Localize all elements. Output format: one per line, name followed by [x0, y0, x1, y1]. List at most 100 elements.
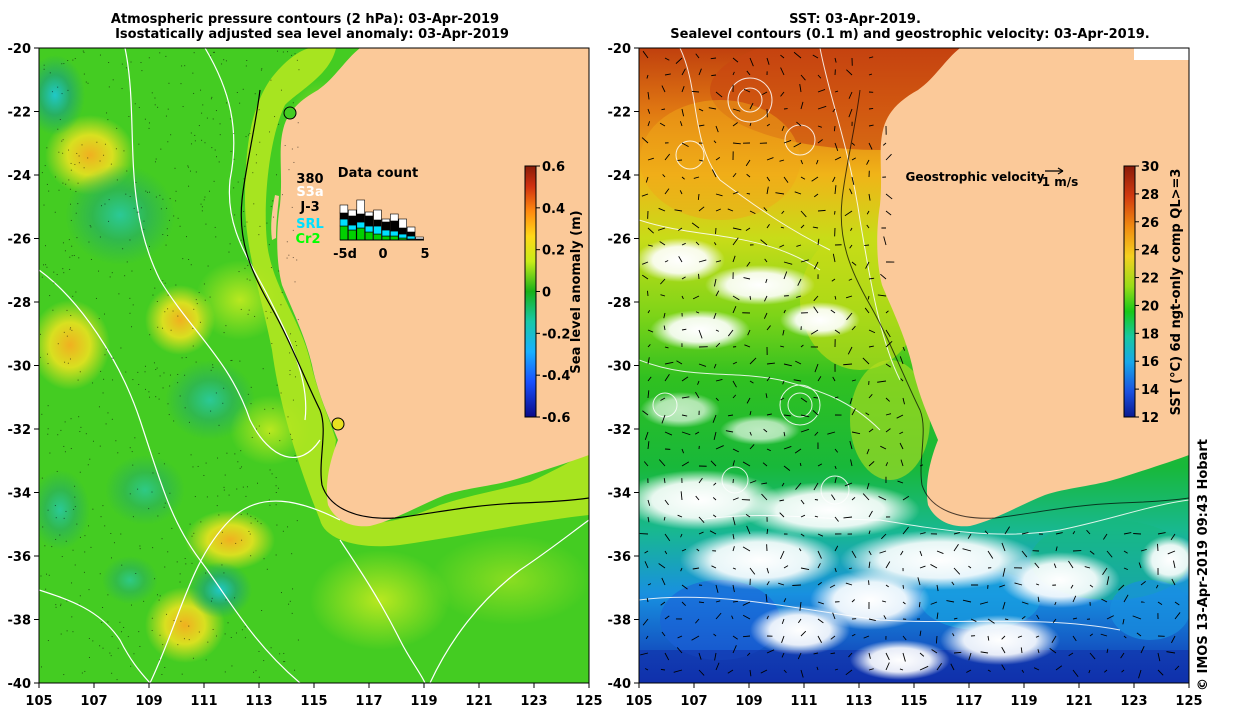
- velocity-scale-label: 1 m/s: [1042, 175, 1079, 189]
- count-bar-segment: [373, 233, 382, 241]
- x-tick-label: 109: [135, 694, 162, 709]
- count-bar-segment: [406, 226, 416, 233]
- colorbar-tick-label: -0.4: [542, 369, 570, 384]
- legend-j3: J-3: [299, 200, 319, 215]
- y-tick-label: -22: [8, 106, 32, 121]
- count-bar-segment: [364, 231, 374, 241]
- y-tick-label: -38: [8, 614, 32, 629]
- count-bar-segment: [339, 225, 349, 241]
- sla-colorbar: 0.6 0.4 0.2 0 -0.2 -0.4 -0.6 Sea level anomaly…: [524, 160, 584, 426]
- colorbar-tick-label: 0: [542, 286, 551, 301]
- data-count-total: 380: [296, 172, 323, 187]
- count-bar-segment: [381, 221, 391, 231]
- count-bar-segment: [339, 218, 349, 227]
- x-tick-label: 125: [1175, 694, 1202, 709]
- sst-map: [639, 48, 1189, 683]
- count-bar-segment: [381, 218, 391, 223]
- tide-gauge-marker[interactable]: [331, 417, 345, 431]
- x-tick-label: 115: [900, 694, 927, 709]
- y-tick-label: -36: [8, 550, 32, 565]
- x-tick-label: 109: [735, 694, 762, 709]
- colorbar-tick-label: 16: [1141, 355, 1159, 370]
- colorbar-tick-label: 24: [1141, 244, 1159, 259]
- y-tick-label: -32: [608, 423, 632, 438]
- count-bar-segment: [356, 227, 365, 241]
- colorbar-tick-label: 12: [1141, 411, 1159, 426]
- count-bar-segment: [339, 204, 349, 214]
- y-tick-label: -24: [8, 169, 32, 184]
- sst-colorbar: 30 28 26 24 22 20 18 16 14 12 SST (°C) 6d ngt-onl…: [1123, 160, 1184, 426]
- count-bar-segment: [356, 221, 365, 229]
- left-y-axis: -20 -22 -24 -26 -28 -30 -32 -34 -36 -38 -40: [8, 42, 39, 692]
- credit-text: © IMOS 13-Apr-2019 09:43 Hobart: [1196, 439, 1211, 691]
- x-tick-label: 111: [790, 694, 817, 709]
- count-bar-segment: [398, 233, 407, 239]
- legend-cr2: Cr2: [296, 232, 321, 247]
- count-bar-segment: [373, 219, 382, 227]
- count-bar-segment: [373, 209, 382, 221]
- data-count-inset: Data count 380 S3a J-3 SRL Cr2 -5d 0 5: [296, 166, 430, 262]
- velocity-legend-label: Geostrophic velocity: [906, 170, 1045, 184]
- y-tick-label: -30: [608, 360, 632, 375]
- colorbar-tick-label: 30: [1141, 160, 1159, 175]
- coastal-anomaly-band: [245, 48, 589, 547]
- sla-anomaly-blobs: [39, 55, 589, 663]
- colorbar-tick-label: 28: [1141, 188, 1159, 203]
- right-title-line2: Sealevel contours (0.1 m) and geostrophi…: [670, 27, 1149, 42]
- x-tick-label: 121: [1065, 694, 1092, 709]
- count-bar-segment: [415, 236, 424, 240]
- y-tick-label: -34: [608, 487, 632, 502]
- count-bar-segment: [398, 227, 407, 235]
- count-bar-segment: [339, 212, 349, 220]
- x-tick-label: 113: [245, 694, 272, 709]
- x-tick-label: 125: [575, 694, 602, 709]
- count-bar-segment: [364, 211, 374, 217]
- y-tick-label: -26: [608, 233, 632, 248]
- colorbar-tick-label: 18: [1141, 327, 1159, 342]
- count-axis-label: 5: [420, 247, 429, 262]
- right-y-axis: -20 -22 -24 -26 -28 -30 -32 -34 -36 -38 -40: [608, 42, 639, 692]
- geostrophic-velocity-vectors: [639, 50, 1181, 679]
- australia-land: [877, 48, 1189, 527]
- data-count-title: Data count: [338, 166, 418, 181]
- sst-colorbar-label: SST (°C) 6d ngt-only comp QL>=3: [1169, 169, 1184, 416]
- count-bar-segment: [390, 235, 399, 241]
- legend-s3a: S3a: [296, 185, 323, 200]
- count-bar-segment: [348, 224, 357, 231]
- x-tick-label: 105: [625, 694, 652, 709]
- count-bar-segment: [356, 199, 365, 215]
- colorbar-tick-label: 0.6: [542, 160, 565, 175]
- tide-gauge-marker[interactable]: [283, 106, 297, 120]
- y-tick-label: -28: [8, 296, 32, 311]
- count-axis-label: 0: [378, 247, 387, 262]
- colorbar-tick-label: 26: [1141, 216, 1159, 231]
- colorbar-tick-label: 20: [1141, 299, 1159, 314]
- y-tick-label: -22: [608, 106, 632, 121]
- x-tick-label: 111: [190, 694, 217, 709]
- count-bar-segment: [348, 229, 357, 241]
- count-bar-segment: [381, 235, 391, 241]
- sea-level-contours: [639, 48, 1189, 631]
- pressure-contours: [39, 48, 589, 683]
- x-tick-label: 121: [465, 694, 492, 709]
- y-tick-label: -34: [8, 487, 32, 502]
- left-x-axis: 105 107 109 111 113 115 117 119 121 123 125: [25, 683, 603, 709]
- legend-srl: SRL: [296, 217, 324, 232]
- y-tick-label: -20: [8, 42, 32, 57]
- y-tick-label: -32: [8, 423, 32, 438]
- x-tick-label: 117: [355, 694, 382, 709]
- colorbar-tick-label: 0.4: [542, 202, 565, 217]
- count-bar-segment: [348, 215, 357, 226]
- count-bar-segment: [398, 218, 407, 229]
- bathymetry-contour: [240, 89, 589, 519]
- y-tick-label: -36: [608, 550, 632, 565]
- data-mask-dots: [40, 50, 300, 681]
- colorbar-tick-label: 22: [1141, 272, 1159, 287]
- right-title-line1: SST: 03-Apr-2019.: [789, 12, 921, 27]
- y-tick-label: -40: [8, 677, 32, 692]
- velocity-legend: Geostrophic velocity 1 m/s: [906, 167, 1079, 189]
- count-bar-segment: [381, 229, 391, 237]
- x-tick-label: 107: [80, 694, 107, 709]
- x-tick-label: 107: [680, 694, 707, 709]
